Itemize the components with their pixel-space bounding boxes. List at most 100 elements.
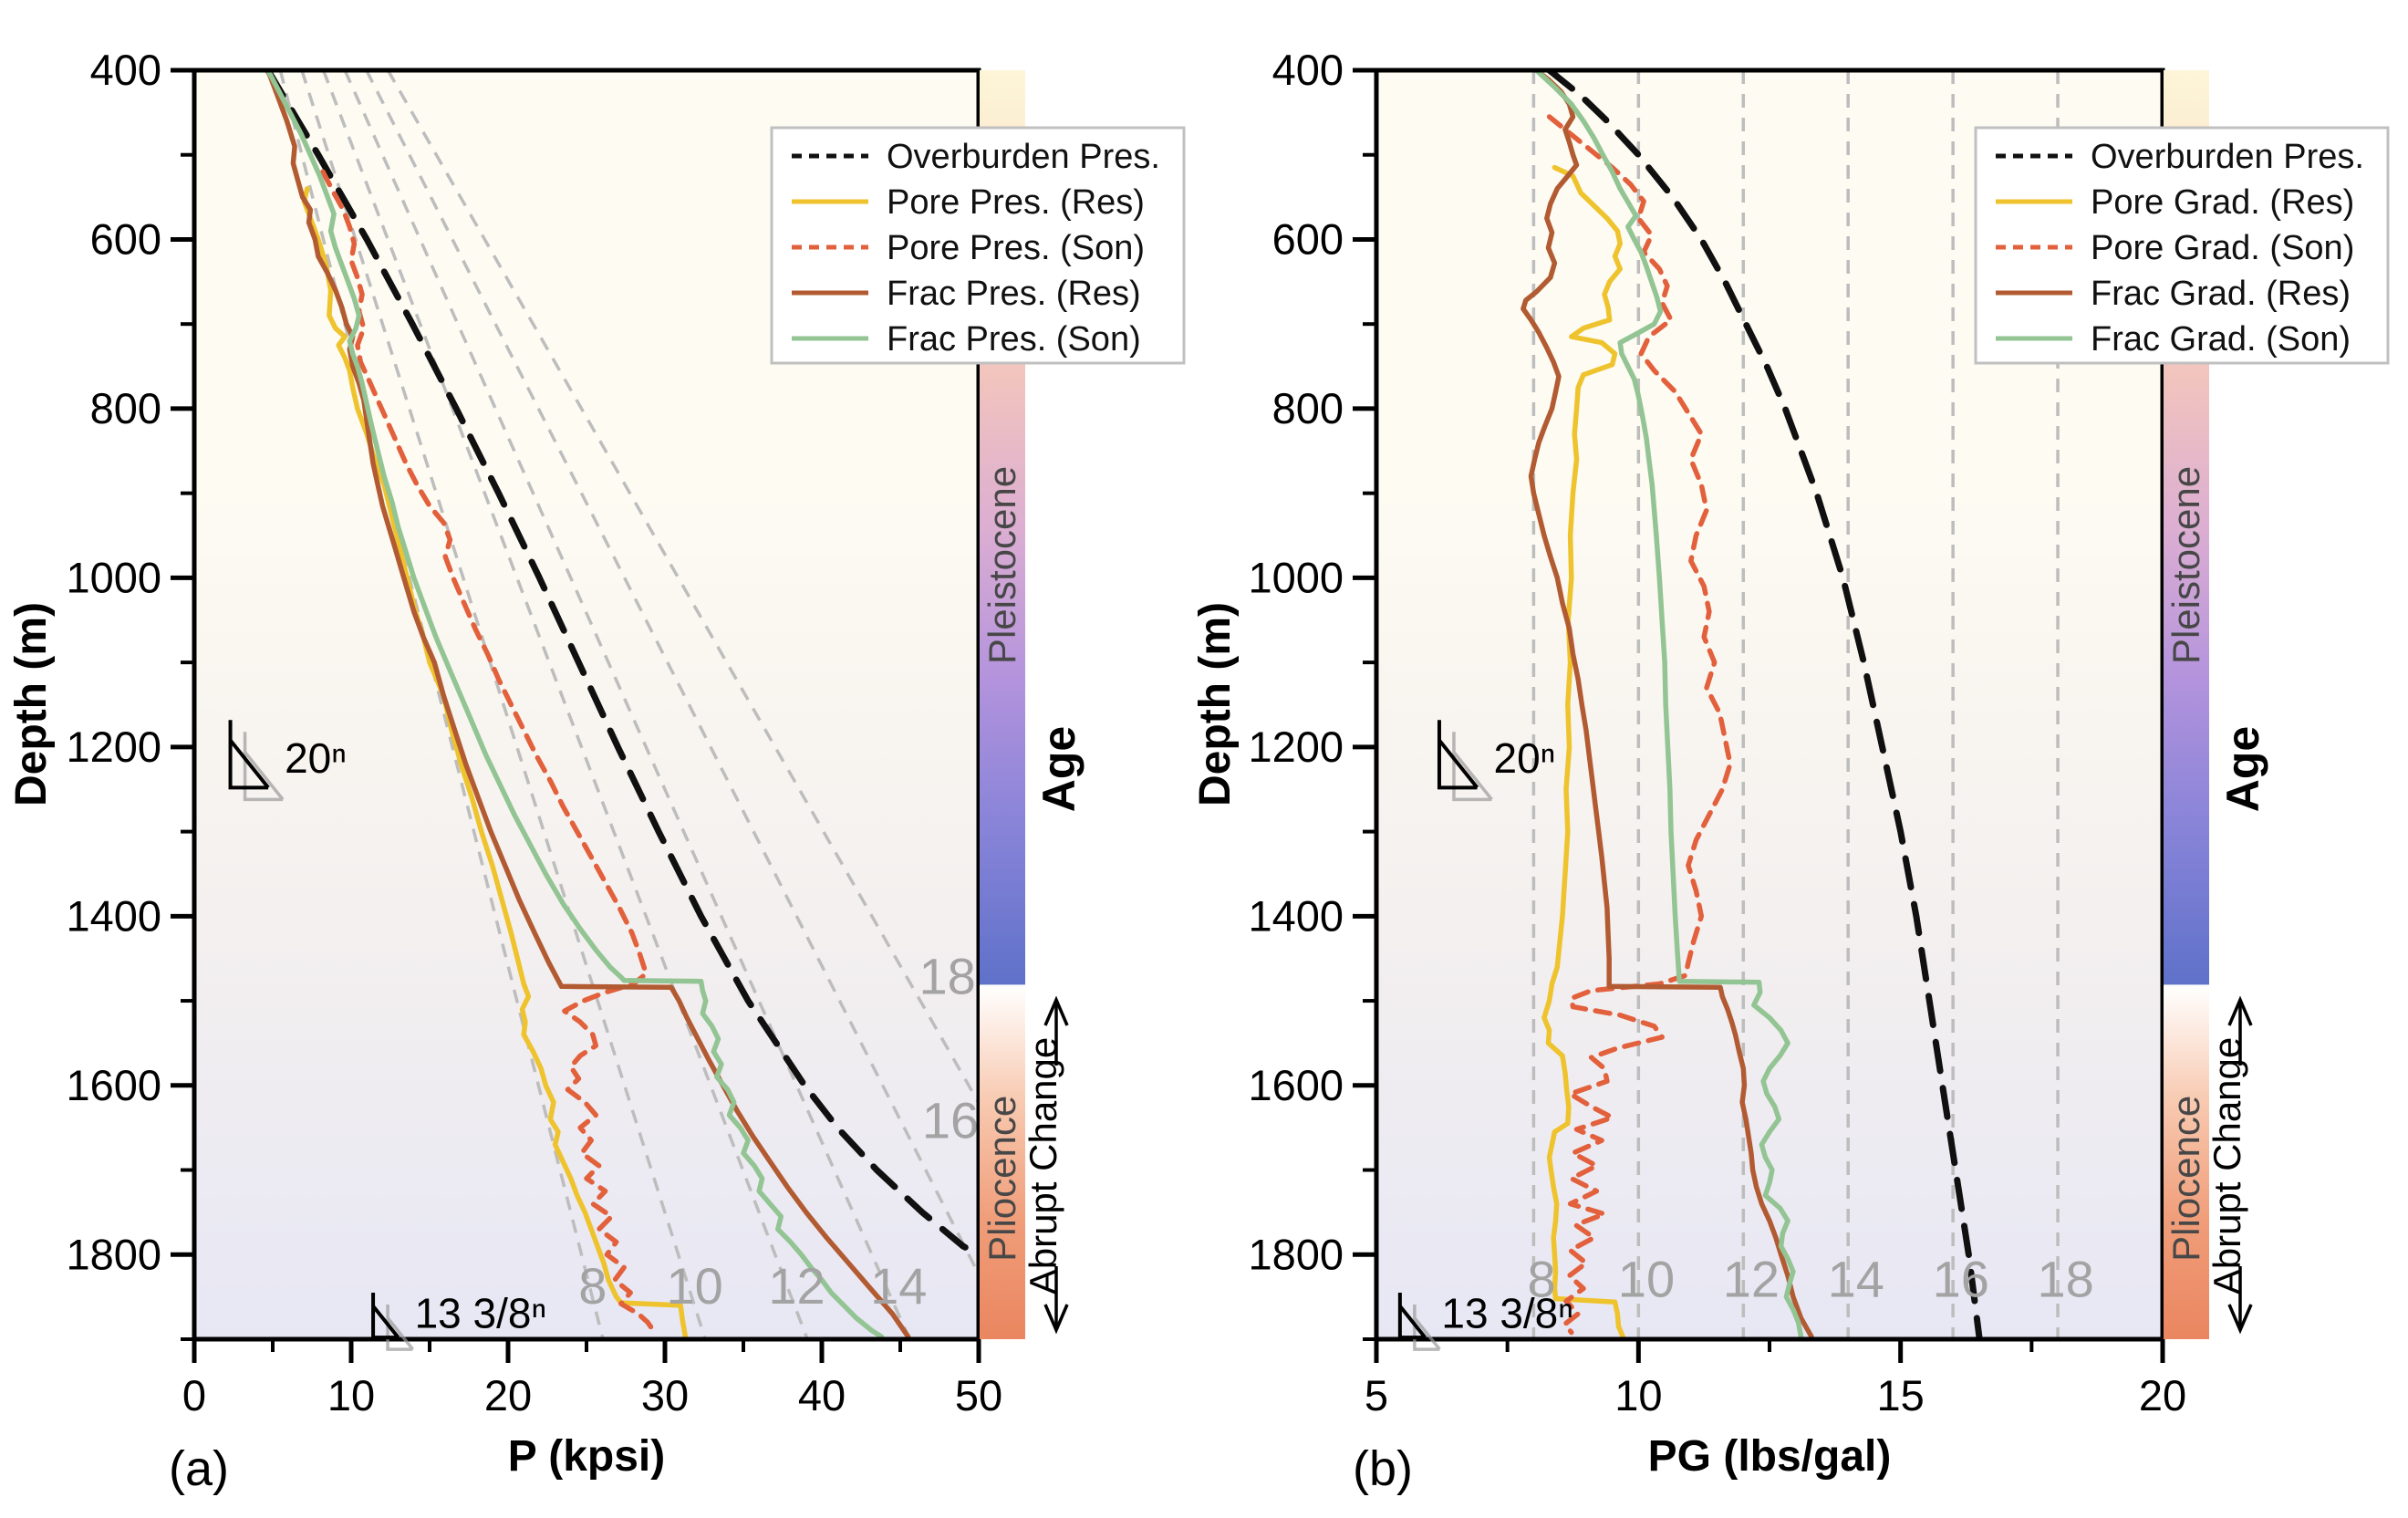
y-tick-label: 400 bbox=[1272, 46, 1344, 94]
age-bar-pliocene bbox=[2164, 984, 2209, 1339]
x-axis-title: PG (lbs/gal) bbox=[1648, 1432, 1892, 1481]
iso-gradient-line-18 bbox=[386, 70, 979, 1107]
panel-tag-b: (b) bbox=[1353, 1441, 1413, 1496]
panel-b: 8 10 12 14 16 18 5 10 15 20 400 600 800 1000 1200 1400 1… bbox=[1191, 46, 2390, 1496]
legend-label-pore_res: Pore Grad. (Res) bbox=[2091, 183, 2354, 222]
x-axis-title: P (kpsi) bbox=[508, 1432, 666, 1481]
y-tick-label: 1600 bbox=[66, 1061, 161, 1109]
casing-shoe-icon bbox=[1397, 1292, 1427, 1340]
y-tick-label: 800 bbox=[90, 384, 161, 432]
age-section-label: Pleistocene bbox=[981, 466, 1023, 664]
x-tick-label: 10 bbox=[327, 1371, 375, 1419]
x-tick-label: 20 bbox=[484, 1371, 532, 1419]
casing-size-label: 20ⁿ bbox=[1494, 734, 1556, 782]
y-axis: 400 600 800 1000 1200 1400 1600 1800 bbox=[1248, 46, 1376, 1341]
y-tick-label: 1600 bbox=[1248, 1061, 1344, 1109]
legend-b: Overburden Pres. Pore Grad. (Res) Pore Gra… bbox=[1974, 126, 2390, 365]
y-tick-label: 1000 bbox=[66, 553, 161, 601]
casing-shoe-shadow-icon bbox=[386, 1304, 414, 1351]
casing-size-label: 13 3/8ⁿ bbox=[1441, 1289, 1573, 1336]
legend-label-frac_res: Frac Grad. (Res) bbox=[2091, 275, 2351, 313]
abrupt-change-label: Abrupt Change bbox=[1022, 1037, 1064, 1295]
abrupt-change-annotation bbox=[2227, 995, 2253, 1335]
legend-label-overburden: Overburden Pres. bbox=[887, 138, 1160, 176]
casing-shoe-shadow-icon bbox=[1452, 732, 1493, 802]
y-tick-label: 1200 bbox=[66, 723, 161, 771]
y-tick-label: 1800 bbox=[1248, 1230, 1344, 1278]
iso-gradient-label-8: 8 bbox=[578, 1257, 607, 1315]
x-tick-label: 20 bbox=[2139, 1371, 2186, 1419]
y-tick-label: 800 bbox=[1272, 384, 1344, 432]
y-tick-label: 1400 bbox=[1248, 891, 1344, 940]
age-section-label: Pleistocene bbox=[2164, 466, 2207, 664]
casing-shoe-annotation: 20ⁿ bbox=[1437, 720, 1556, 802]
legend-label-pore_son: Pore Grad. (Son) bbox=[2091, 229, 2354, 267]
iso-gradient-line-16 bbox=[365, 70, 979, 1278]
iso-gradient-label-8: 8 bbox=[1527, 1251, 1555, 1308]
x-tick-label: 10 bbox=[1614, 1371, 1662, 1419]
iso-gradient-line-12 bbox=[321, 70, 809, 1339]
x-tick-label: 50 bbox=[955, 1371, 1002, 1419]
legend-label-overburden: Overburden Pres. bbox=[2091, 138, 2364, 176]
age-bar-title: Age bbox=[1033, 726, 1085, 812]
series-pore_son-line bbox=[1546, 114, 1733, 1336]
iso-gradient-line-10 bbox=[300, 70, 707, 1339]
age-section-label: Pliocence bbox=[981, 1096, 1023, 1262]
casing-size-label: 13 3/8ⁿ bbox=[415, 1289, 547, 1336]
casing-shoe-annotation: 13 3/8ⁿ bbox=[371, 1289, 547, 1351]
x-axis: 5 10 15 20 bbox=[1365, 1339, 2186, 1419]
iso-gradient-label-12: 12 bbox=[1723, 1251, 1780, 1308]
panel-a: 8 10 12 14 16 18 0 10 20 30 40 50 400 600 800 1000 1200 1… bbox=[7, 46, 1186, 1496]
x-axis: 0 10 20 30 40 50 bbox=[182, 1339, 1002, 1419]
iso-gradient-label-18: 18 bbox=[919, 948, 975, 1005]
series-overburden-line bbox=[1546, 70, 1983, 1339]
series-pore_res-line bbox=[301, 186, 689, 1339]
y-tick-label: 400 bbox=[90, 46, 161, 94]
casing-shoe-icon bbox=[371, 1292, 400, 1340]
legend-a: Overburden Pres. Pore Pres. (Res) Pore Pre… bbox=[770, 126, 1186, 365]
series-overburden-line bbox=[265, 70, 979, 1259]
series-frac_son-line bbox=[265, 70, 885, 1339]
iso-gradient-label-14: 14 bbox=[1828, 1251, 1884, 1308]
y-axis: 400 600 800 1000 1200 1400 1600 1800 bbox=[66, 46, 194, 1341]
age-bar-pliocene bbox=[980, 984, 1025, 1339]
y-axis-title: Depth (m) bbox=[1191, 602, 1240, 806]
x-tick-label: 5 bbox=[1365, 1371, 1388, 1419]
casing-shoe-icon bbox=[1437, 720, 1479, 790]
y-tick-label: 1400 bbox=[66, 891, 161, 940]
y-tick-label: 600 bbox=[1272, 214, 1344, 263]
legend-label-frac_son: Frac Pres. (Son) bbox=[887, 320, 1141, 359]
abrupt-change-label: Abrupt Change bbox=[2206, 1037, 2248, 1295]
casing-shoe-icon bbox=[228, 720, 270, 790]
y-tick-label: 1000 bbox=[1248, 553, 1344, 601]
casing-shoe-shadow-icon bbox=[1413, 1304, 1441, 1351]
legend-label-pore_res: Pore Pres. (Res) bbox=[887, 183, 1145, 222]
iso-gradient-label-16: 16 bbox=[922, 1091, 979, 1149]
iso-gradient-label-12: 12 bbox=[768, 1257, 825, 1315]
legend-label-frac_res: Frac Pres. (Res) bbox=[887, 275, 1141, 313]
casing-shoe-shadow-icon bbox=[243, 732, 285, 802]
legend-label-frac_son: Frac Grad. (Son) bbox=[2091, 320, 2351, 359]
age-section-label: Pliocence bbox=[2164, 1096, 2207, 1262]
x-tick-label: 15 bbox=[1877, 1371, 1925, 1419]
series-frac_res-line bbox=[1521, 70, 1814, 1339]
x-tick-label: 40 bbox=[798, 1371, 846, 1419]
iso-gradient-label-10: 10 bbox=[1618, 1251, 1675, 1308]
legend-label-pore_son: Pore Pres. (Son) bbox=[887, 229, 1145, 267]
x-tick-label: 0 bbox=[182, 1371, 206, 1419]
series-pore_son-line bbox=[320, 169, 655, 1332]
y-tick-label: 1200 bbox=[1248, 723, 1344, 771]
iso-gradient-label-16: 16 bbox=[1933, 1251, 1989, 1308]
abrupt-change-annotation bbox=[1043, 995, 1069, 1335]
legend-box bbox=[1974, 126, 2390, 365]
series-pore_res-line bbox=[1541, 164, 1625, 1339]
age-bar-title: Age bbox=[2217, 726, 2268, 812]
casing-shoe-annotation: 13 3/8ⁿ bbox=[1397, 1289, 1573, 1351]
iso-gradient-label-14: 14 bbox=[870, 1257, 927, 1315]
series-frac_son-line bbox=[1533, 70, 1804, 1339]
y-axis-title: Depth (m) bbox=[7, 602, 56, 806]
casing-size-label: 20ⁿ bbox=[285, 734, 347, 782]
iso-gradient-label-10: 10 bbox=[667, 1257, 723, 1315]
iso-gradient-line-14 bbox=[343, 70, 911, 1339]
